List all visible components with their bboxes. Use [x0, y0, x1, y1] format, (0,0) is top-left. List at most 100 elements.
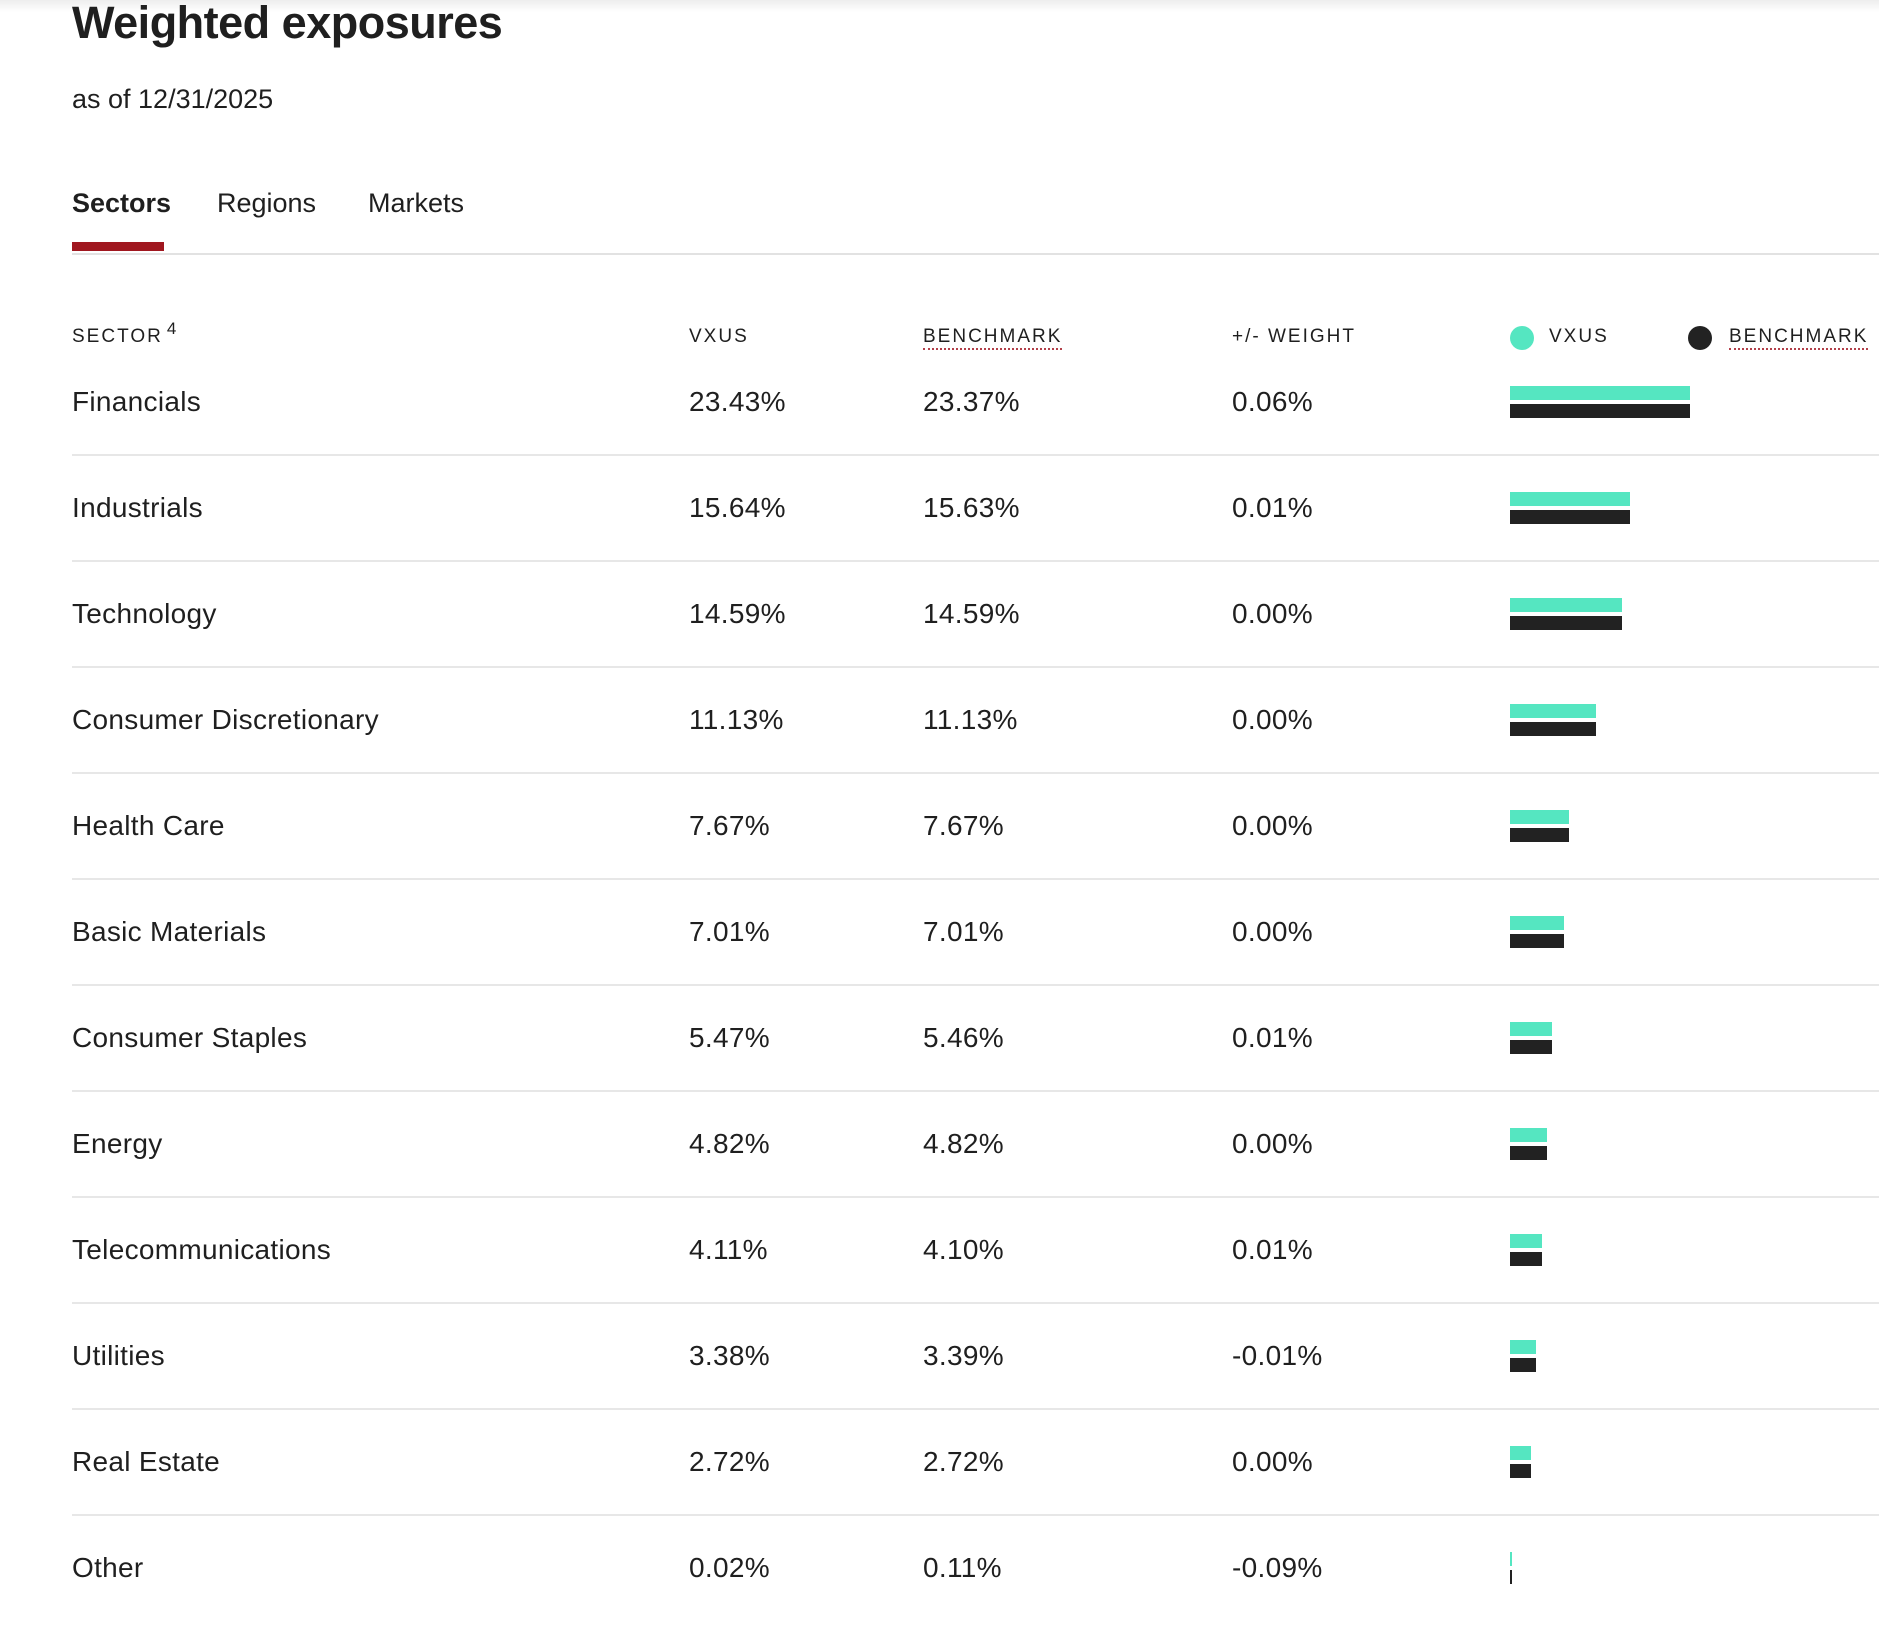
tab-markets[interactable]: Markets [368, 186, 464, 249]
sector-name: Other [72, 1552, 144, 1583]
benchmark-bar [1510, 616, 1622, 630]
vxus-bar [1510, 492, 1630, 506]
sector-name: Technology [72, 598, 217, 629]
benchmark-bar [1510, 828, 1569, 842]
table-row: Technology 14.59% 14.59% 0.00% [72, 562, 1879, 668]
exposure-bars [1510, 1128, 1879, 1168]
benchmark-weight: 11.13% [923, 704, 1018, 735]
header-shadow [0, 0, 1879, 12]
benchmark-weight: 2.72% [923, 1446, 1004, 1477]
vxus-bar [1510, 1552, 1512, 1566]
vxus-weight: 4.11% [689, 1234, 768, 1265]
tab-sectors-label: Sectors [72, 188, 172, 218]
footnote-marker[interactable]: 4 [166, 319, 177, 338]
benchmark-weight: 7.67% [923, 810, 1004, 841]
column-header-benchmark-label: BENCHMARK [923, 326, 1063, 350]
benchmark-weight: 7.01% [923, 916, 1004, 947]
weight-difference: -0.09% [1232, 1552, 1323, 1583]
vxus-weight: 5.47% [689, 1022, 770, 1053]
column-header-sector-label: SECTOR [72, 326, 163, 347]
sector-name: Energy [72, 1128, 163, 1159]
table-row: Energy 4.82% 4.82% 0.00% [72, 1092, 1879, 1198]
weight-difference: 0.01% [1232, 492, 1313, 523]
vxus-bar [1510, 598, 1622, 612]
legend-benchmark-label: BENCHMARK [1729, 326, 1869, 350]
vxus-weight: 11.13% [689, 704, 784, 735]
vxus-bar [1510, 1340, 1536, 1354]
exposure-bars [1510, 1234, 1879, 1274]
sector-name: Utilities [72, 1340, 165, 1371]
vxus-bar [1510, 916, 1564, 930]
benchmark-weight: 15.63% [923, 492, 1020, 523]
benchmark-weight: 23.37% [923, 386, 1020, 417]
vxus-weight: 4.82% [689, 1128, 770, 1159]
benchmark-bar [1510, 1252, 1542, 1266]
vxus-bar [1510, 704, 1596, 718]
sector-name: Industrials [72, 492, 203, 523]
benchmark-weight: 4.10% [923, 1234, 1004, 1265]
column-header-vxus: VXUS [689, 326, 749, 347]
table-row: Consumer Discretionary 11.13% 11.13% 0.00% [72, 668, 1879, 774]
vxus-bar [1510, 1234, 1542, 1248]
weight-difference: 0.06% [1232, 386, 1313, 417]
benchmark-bar [1510, 1464, 1531, 1478]
exposure-bars [1510, 386, 1879, 426]
exposure-bars [1510, 704, 1879, 744]
legend-benchmark[interactable]: BENCHMARK [1729, 322, 1869, 352]
exposure-bars [1510, 1022, 1879, 1062]
vxus-bar [1510, 1128, 1547, 1142]
column-header-weight-diff: +/- WEIGHT [1232, 326, 1356, 347]
table-row: Consumer Staples 5.47% 5.46% 0.01% [72, 986, 1879, 1092]
sector-name: Telecommunications [72, 1234, 332, 1265]
column-header-sector: SECTOR 4 [72, 319, 177, 352]
vxus-bar [1510, 810, 1569, 824]
section-title: Weighted exposures [72, 0, 503, 48]
table-header: SECTOR 4 VXUS BENCHMARK +/- WEIGHT VXUS B… [72, 319, 1879, 352]
weight-difference: 0.01% [1232, 1234, 1313, 1265]
sector-name: Basic Materials [72, 916, 267, 947]
table-row: Real Estate 2.72% 2.72% 0.00% [72, 1410, 1879, 1516]
weight-difference: 0.00% [1232, 598, 1313, 629]
weight-difference: 0.00% [1232, 704, 1313, 735]
benchmark-bar [1510, 722, 1596, 736]
table-row: Other 0.02% 0.11% -0.09% [72, 1516, 1879, 1622]
exposure-bars [1510, 1552, 1879, 1592]
table-row: Health Care 7.67% 7.67% 0.00% [72, 774, 1879, 880]
benchmark-bar [1510, 510, 1630, 524]
benchmark-bar [1510, 1570, 1512, 1584]
benchmark-weight: 3.39% [923, 1340, 1004, 1371]
vxus-bar [1510, 386, 1690, 400]
vxus-bar [1510, 1022, 1552, 1036]
table-row: Industrials 15.64% 15.63% 0.01% [72, 456, 1879, 562]
vxus-weight: 23.43% [689, 386, 786, 417]
benchmark-weight: 5.46% [923, 1022, 1004, 1053]
tab-markets-label: Markets [368, 188, 465, 218]
legend-benchmark-swatch [1688, 326, 1712, 350]
vxus-weight: 2.72% [689, 1446, 770, 1477]
sector-table-body: Financials 23.43% 23.37% 0.06% Industrials 15… [72, 350, 1879, 1622]
benchmark-weight: 14.59% [923, 598, 1020, 629]
tab-regions-label: Regions [217, 188, 317, 218]
weight-difference: 0.00% [1232, 916, 1313, 947]
tab-regions[interactable]: Regions [217, 186, 316, 249]
vxus-weight: 14.59% [689, 598, 786, 629]
benchmark-bar [1510, 404, 1690, 418]
tab-sectors[interactable]: Sectors [72, 186, 172, 251]
column-header-benchmark[interactable]: BENCHMARK [923, 322, 1063, 352]
sector-name: Health Care [72, 810, 225, 841]
vxus-weight: 7.67% [689, 810, 770, 841]
vxus-bar [1510, 1446, 1531, 1460]
vxus-weight: 15.64% [689, 492, 786, 523]
exposure-tabs: Sectors Regions Markets [72, 186, 1879, 255]
exposure-bars [1510, 598, 1879, 638]
benchmark-weight: 0.11% [923, 1552, 1002, 1583]
legend-vxus-label: VXUS [1549, 326, 1609, 347]
sector-name: Consumer Discretionary [72, 704, 379, 735]
exposure-bars [1510, 1446, 1879, 1486]
sector-name: Financials [72, 386, 202, 417]
table-row: Basic Materials 7.01% 7.01% 0.00% [72, 880, 1879, 986]
benchmark-bar [1510, 1146, 1547, 1160]
weight-difference: 0.01% [1232, 1022, 1313, 1053]
exposure-bars [1510, 916, 1879, 956]
sector-name: Consumer Staples [72, 1022, 308, 1053]
